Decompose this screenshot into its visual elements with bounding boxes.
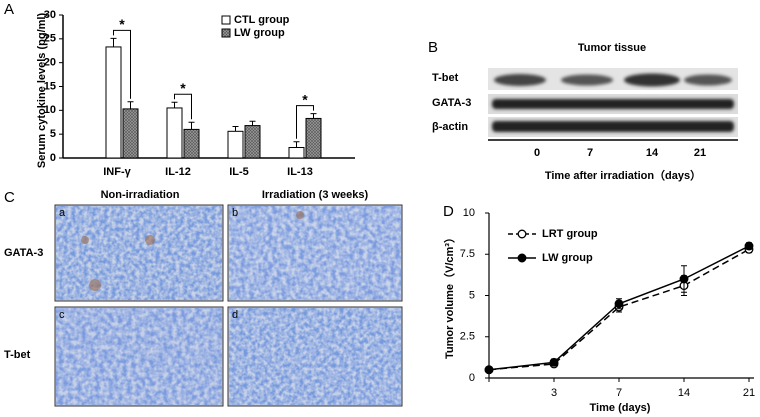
- panel-letter: D: [443, 203, 454, 220]
- y-tick-label: 5: [469, 289, 475, 301]
- bar: [288, 147, 305, 159]
- y-tick-label: 10: [44, 104, 56, 116]
- histology-images: [54, 204, 403, 407]
- error-bar: [232, 126, 239, 132]
- x-tick-label: 21: [743, 387, 755, 399]
- error-bar: [310, 113, 317, 119]
- histology-subpanel-letter: d: [232, 309, 238, 321]
- data-point: [484, 365, 494, 375]
- y-tick-label: 25: [44, 33, 56, 45]
- bar: [166, 107, 183, 159]
- histology-row-label: T-bet: [4, 349, 31, 361]
- y-tick-label: 0: [50, 152, 56, 164]
- legend-label: LW group: [542, 252, 593, 264]
- legend-marker: [517, 229, 527, 239]
- blot-lane-label: 7: [587, 147, 593, 159]
- y-axis-label: Tumor volume（V/cm³）: [443, 232, 456, 359]
- error-bar: [127, 101, 134, 109]
- data-point: [549, 357, 559, 367]
- y-axis-label: Serum cytokine levels (pg/ml): [36, 13, 48, 169]
- panel-letter: C: [4, 189, 15, 206]
- histology-row-label: GATA-3: [4, 247, 43, 259]
- x-axis-label: Time (days): [590, 402, 651, 414]
- legend-label: LW group: [234, 27, 285, 39]
- panel-letter: B: [428, 39, 438, 56]
- error-bar: [249, 120, 256, 126]
- significance-bracket: [113, 29, 131, 99]
- histology-subpanel-letter: b: [232, 207, 238, 219]
- blot-x-label: Time after irradiation（days）: [545, 169, 701, 182]
- error-bar: [293, 141, 300, 148]
- blot-lane-label: 14: [646, 147, 659, 159]
- error-bar: [188, 121, 195, 130]
- significance-label: *: [119, 16, 125, 32]
- bar: [227, 130, 244, 159]
- bar: [244, 125, 261, 159]
- bar: [122, 108, 139, 159]
- x-tick-label: 14: [678, 387, 690, 399]
- x-tick-label: 3: [551, 387, 557, 399]
- significance-label: *: [302, 91, 308, 107]
- legend-marker: [517, 253, 527, 263]
- bar: [105, 46, 122, 159]
- y-tick-label: 2.5: [460, 331, 475, 343]
- blot-image: [488, 68, 738, 141]
- x-tick-label: 7: [616, 387, 622, 399]
- y-tick-label: 5: [50, 128, 56, 140]
- y-tick-label: 10: [463, 207, 475, 219]
- histology-subpanel-letter: c: [59, 309, 65, 321]
- blot-row-label: GATA-3: [432, 97, 471, 109]
- x-tick-label: IL-13: [287, 166, 313, 178]
- data-point: [744, 241, 754, 251]
- y-tick-label: 30: [44, 9, 56, 21]
- series-line: [488, 248, 750, 371]
- histology-subpanel-letter: a: [59, 207, 66, 219]
- significance-bracket: [296, 105, 314, 139]
- bar: [305, 117, 322, 159]
- legend-swatch: [221, 28, 231, 38]
- x-tick-label: IL-12: [165, 166, 191, 178]
- blot-lane-label: 0: [534, 147, 540, 159]
- bar: [183, 128, 200, 159]
- blot-lane-label: 21: [694, 147, 706, 159]
- legend-label: LRT group: [542, 228, 598, 240]
- y-tick-label: 20: [44, 57, 56, 69]
- blot-title: Tumor tissue: [578, 42, 646, 54]
- histology-column-header: Non-irradiation: [101, 189, 180, 201]
- legend-swatch: [221, 15, 231, 25]
- x-tick-label: IL-5: [229, 166, 249, 178]
- legend-label: CTL group: [234, 14, 290, 26]
- y-tick-label: 0: [469, 372, 475, 384]
- error-bar: [171, 101, 178, 108]
- histology-column-header: Irradiation (3 weeks): [262, 189, 369, 201]
- significance-label: *: [180, 80, 186, 96]
- y-tick-label: 7.5: [460, 248, 475, 260]
- y-tick-label: 15: [44, 80, 56, 92]
- blot-row-label: T-bet: [432, 72, 459, 84]
- significance-bracket: [174, 93, 192, 120]
- x-tick-label: INF-γ: [103, 166, 131, 178]
- data-point: [614, 299, 624, 309]
- data-point: [679, 274, 689, 284]
- panel-letter: A: [4, 1, 14, 18]
- error-bar: [110, 37, 117, 47]
- blot-row-label: β-actin: [432, 121, 468, 133]
